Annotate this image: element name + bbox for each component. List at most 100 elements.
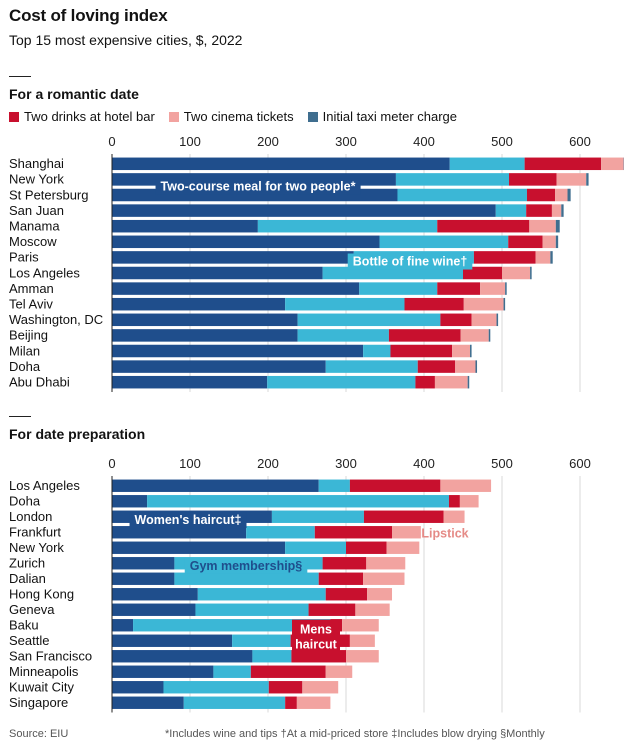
bar-segment-prep	[174, 572, 319, 585]
annotation-label-prep: haircut	[295, 638, 338, 652]
bar-segment-romantic	[509, 173, 557, 186]
bar-segment-prep	[349, 479, 441, 492]
bar-segment-prep	[112, 696, 184, 709]
tick-label-prep: 600	[569, 456, 591, 471]
section-title-romantic: For a romantic date	[9, 86, 139, 102]
category-label-prep: Seattle	[9, 633, 49, 648]
bar-segment-prep	[346, 650, 379, 663]
annotation-label-prep: Mens	[300, 623, 332, 637]
category-label-romantic: Washington, DC	[9, 312, 103, 327]
category-label-prep: Baku	[9, 617, 39, 632]
category-label-prep: Los Angeles	[9, 478, 80, 493]
bar-segment-romantic	[449, 157, 525, 171]
tick-label-romantic: 200	[257, 134, 279, 149]
bar-segment-prep	[318, 572, 364, 585]
bar-segment-romantic	[112, 344, 364, 358]
tick-label-romantic: 600	[569, 134, 591, 149]
bar-segment-romantic	[556, 173, 587, 186]
bar-segment-romantic	[112, 329, 298, 342]
legend-item-cinema: Two cinema tickets	[168, 109, 294, 124]
bar-segment-romantic	[463, 266, 502, 280]
bar-segment-romantic	[529, 219, 556, 233]
bar-segment-romantic	[480, 282, 506, 295]
bar-segment-romantic	[112, 360, 326, 373]
bar-segment-romantic	[460, 329, 489, 342]
bar-segment-romantic	[455, 360, 476, 373]
annotation-bg-romantic	[347, 253, 473, 270]
legend-item-taxi: Initial taxi meter charge	[307, 109, 458, 124]
bar-segment-romantic	[535, 251, 551, 264]
bar-segment-prep	[285, 696, 297, 709]
bar-segment-romantic	[475, 360, 478, 373]
category-label-prep: Frankfurt	[9, 524, 61, 539]
bar-segment-prep	[183, 696, 286, 709]
bar-segment-romantic	[508, 235, 543, 249]
annotation-bg-romantic	[155, 178, 361, 195]
source-note: Source: EIU	[9, 728, 69, 740]
bar-segment-romantic	[452, 344, 471, 358]
bar-segment-romantic	[495, 204, 527, 217]
category-label-romantic: Doha	[9, 359, 41, 374]
annotation-label-prep: Gym membership§	[190, 559, 303, 573]
legend-swatch	[9, 111, 19, 122]
bar-segment-romantic	[561, 204, 564, 217]
bar-segment-romantic	[112, 313, 298, 327]
tick-label-romantic: 500	[491, 134, 513, 149]
bar-segment-romantic	[463, 297, 504, 311]
bar-segment-romantic	[502, 266, 531, 280]
bar-segment-prep	[296, 696, 331, 709]
section-rule	[9, 416, 31, 417]
bar-segment-romantic	[397, 188, 527, 202]
bar-segment-prep	[112, 603, 196, 616]
bar-segment-romantic	[257, 219, 438, 233]
category-label-prep: New York	[9, 540, 64, 555]
tick-label-prep: 500	[491, 456, 513, 471]
bar-segment-prep	[448, 495, 460, 508]
category-label-prep: San Francisco	[9, 648, 92, 663]
bar-segment-prep	[386, 541, 420, 554]
bar-segment-prep	[314, 526, 393, 539]
bar-segment-prep	[232, 634, 291, 647]
bar-segment-romantic	[551, 204, 562, 217]
bar-segment-romantic	[437, 282, 481, 295]
legend-swatch	[168, 111, 179, 122]
bar-segment-prep	[112, 557, 175, 570]
bar-segment-romantic	[322, 266, 463, 280]
annotation-label-romantic: Two-course meal for two people*	[161, 180, 356, 194]
bar-segment-prep	[268, 681, 303, 694]
bar-segment-romantic	[437, 219, 530, 233]
annotation-bg-prep	[292, 619, 340, 653]
bar-segment-prep	[147, 495, 449, 508]
chart-subtitle: Top 15 most expensive cities, $, 2022	[9, 32, 243, 48]
annotation-label-romantic: Bottle of fine wine†	[353, 255, 468, 269]
bar-segment-romantic	[112, 282, 360, 295]
bar-segment-romantic	[473, 251, 536, 264]
chart-title: Cost of loving index	[9, 6, 168, 25]
bar-segment-prep	[363, 510, 444, 523]
bar-segment-romantic	[467, 375, 470, 389]
legend-label: Two cinema tickets	[183, 109, 294, 124]
bar-segment-prep	[112, 526, 247, 539]
bar-segment-prep	[342, 619, 379, 632]
legend-label: Initial taxi meter charge	[322, 109, 458, 124]
bar-segment-romantic	[379, 235, 509, 249]
bar-segment-romantic	[530, 266, 532, 280]
bar-segment-prep	[213, 665, 251, 678]
category-label-prep: Hong Kong	[9, 586, 74, 601]
annotation-bg-prep	[184, 557, 308, 574]
bar-segment-romantic	[363, 344, 391, 358]
bar-segment-romantic	[505, 282, 507, 295]
bar-segment-prep	[112, 541, 286, 554]
bar-segment-romantic	[388, 329, 461, 342]
tick-label-prep: 100	[179, 456, 201, 471]
category-label-romantic: Manama	[9, 218, 60, 233]
category-label-prep: London	[9, 509, 52, 524]
bar-segment-prep	[112, 572, 175, 585]
bar-segment-romantic	[434, 375, 468, 389]
bar-segment-prep	[271, 510, 364, 523]
tick-label-romantic: 0	[108, 134, 115, 149]
bar-segment-romantic	[555, 188, 568, 202]
bar-segment-romantic	[555, 235, 559, 249]
bar-segment-prep	[322, 557, 367, 570]
bar-segment-romantic	[526, 188, 556, 202]
